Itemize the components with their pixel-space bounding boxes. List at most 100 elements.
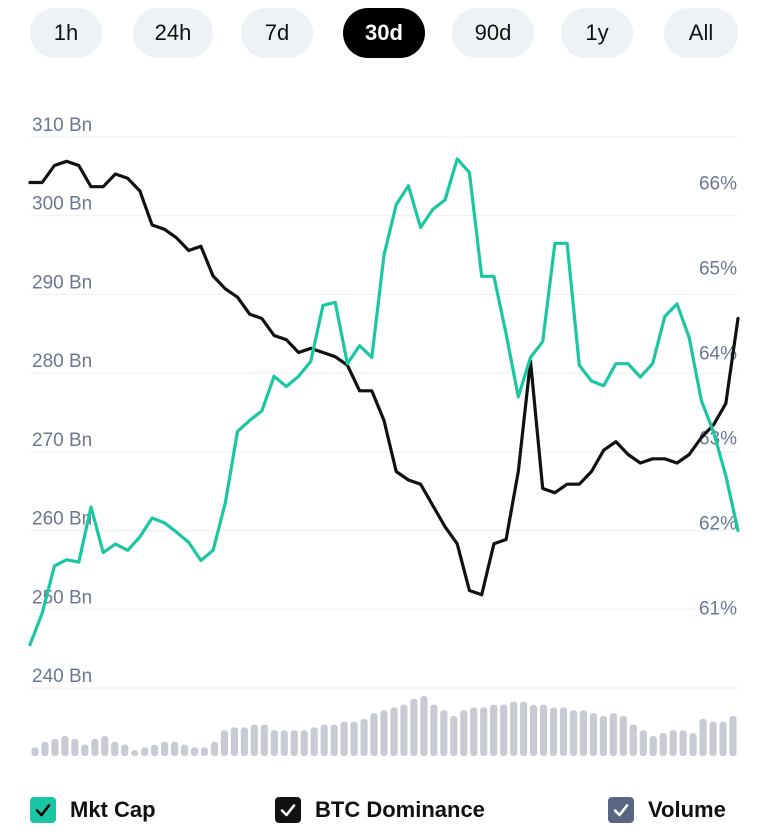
btc-dominance-line	[28, 159, 740, 597]
volume-bar	[91, 738, 99, 756]
left-axis: 310 Bn 300 Bn 290 Bn 280 Bn 270 Bn 260 Bn 250 …	[32, 115, 92, 687]
tab-90d[interactable]: 90d	[452, 8, 534, 58]
volume-bar	[151, 744, 159, 756]
volume-bar	[61, 736, 69, 756]
volume-bar	[639, 730, 647, 756]
volume-bar	[121, 744, 129, 756]
volume-bar	[609, 713, 617, 756]
volume-bar	[320, 724, 328, 756]
volume-bar	[400, 704, 408, 756]
tab-7d[interactable]: 7d	[241, 8, 313, 58]
volume-bar	[280, 730, 288, 756]
y-left-tick-label: 280 Bn	[32, 351, 92, 372]
volume-bar	[729, 716, 737, 756]
volume-bar	[180, 744, 189, 756]
y-left-tick-label: 250 Bn	[32, 587, 92, 608]
volume-bar	[709, 721, 717, 756]
tab-24h[interactable]: 24h	[133, 8, 213, 58]
volume-bar	[230, 727, 239, 756]
volume-bar	[480, 707, 488, 756]
line-series	[28, 157, 740, 647]
y-left-tick-label: 310 Bn	[32, 115, 92, 136]
volume-bar	[450, 716, 458, 756]
volume-bar	[689, 733, 697, 756]
checkbox-icon[interactable]	[608, 797, 634, 823]
volume-bar	[659, 733, 667, 756]
volume-bar	[51, 738, 59, 756]
y-left-tick-label: 300 Bn	[32, 194, 92, 215]
volume-bar	[629, 724, 637, 756]
volume-bars	[31, 696, 737, 756]
volume-bar	[410, 698, 418, 756]
legend-label-mkt-cap: Mkt Cap	[70, 797, 156, 822]
tab-1h[interactable]: 1h	[30, 8, 102, 58]
volume-bar	[649, 736, 657, 756]
y-right-tick-label: 65%	[699, 259, 737, 280]
volume-bar	[569, 710, 578, 756]
volume-bar	[161, 741, 169, 756]
volume-bar	[220, 730, 229, 756]
timeframe-tabs: 1h 24h 7d 30d 90d 1y All	[0, 0, 768, 70]
right-axis: 66% 65% 64% 63% 62% 61%	[699, 174, 737, 620]
y-right-tick-label: 64%	[699, 344, 737, 365]
y-right-tick-label: 61%	[699, 599, 737, 620]
volume-bar	[240, 727, 248, 756]
volume-bar	[360, 718, 368, 756]
y-right-tick-label: 66%	[699, 174, 737, 195]
checkbox-icon[interactable]	[275, 797, 301, 823]
volume-bar	[131, 750, 139, 756]
volume-bar	[380, 710, 388, 756]
volume-bar	[420, 696, 428, 756]
checkbox-icon[interactable]	[30, 797, 56, 823]
volume-bar	[619, 716, 627, 756]
volume-bar	[260, 724, 268, 756]
chart-legend: Mkt Cap BTC Dominance Volume	[0, 786, 768, 834]
legend-item-volume[interactable]: Volume	[608, 786, 726, 834]
volume-bar	[699, 718, 707, 756]
volume-bar	[500, 704, 508, 756]
volume-bar	[171, 741, 179, 756]
volume-bar	[549, 707, 558, 756]
volume-bar	[111, 741, 119, 756]
y-left-tick-label: 240 Bn	[32, 666, 92, 687]
legend-label-btc-dominance: BTC Dominance	[315, 797, 485, 822]
volume-bar	[679, 730, 687, 756]
grid-lines	[30, 136, 738, 689]
tab-1y[interactable]: 1y	[561, 8, 633, 58]
volume-bar	[510, 701, 518, 756]
volume-bar	[529, 704, 538, 756]
volume-bar	[81, 744, 89, 756]
volume-bar	[330, 724, 338, 756]
legend-item-btc-dominance[interactable]: BTC Dominance	[275, 786, 485, 834]
volume-bar	[190, 747, 199, 756]
volume-bar	[559, 707, 568, 756]
tab-30d[interactable]: 30d	[343, 8, 425, 58]
market-chart[interactable]: 310 Bn 300 Bn 290 Bn 280 Bn 270 Bn 260 Bn 250 …	[0, 0, 768, 780]
volume-bar	[290, 730, 298, 756]
volume-bar	[71, 738, 79, 756]
volume-bar	[440, 710, 448, 756]
volume-bar	[350, 721, 358, 756]
legend-item-mkt-cap[interactable]: Mkt Cap	[30, 786, 156, 834]
volume-bar	[141, 747, 149, 756]
volume-bar	[101, 736, 109, 756]
volume-bar	[370, 713, 378, 756]
volume-bar	[310, 727, 318, 756]
volume-bar	[210, 741, 219, 756]
legend-label-volume: Volume	[648, 797, 726, 822]
volume-bar	[669, 730, 677, 756]
volume-bar	[719, 721, 727, 756]
volume-bar	[31, 747, 39, 756]
volume-bar	[200, 747, 209, 756]
volume-bar	[430, 704, 438, 756]
y-left-tick-label: 290 Bn	[32, 272, 92, 293]
y-right-tick-label: 63%	[699, 429, 737, 450]
volume-bar	[41, 741, 49, 756]
mkt-cap-line	[28, 157, 740, 647]
volume-bar	[599, 716, 607, 756]
volume-bar	[470, 707, 478, 756]
volume-bar	[300, 730, 308, 756]
volume-bar	[579, 710, 588, 756]
tab-all[interactable]: All	[664, 8, 738, 58]
volume-bar	[490, 704, 498, 756]
